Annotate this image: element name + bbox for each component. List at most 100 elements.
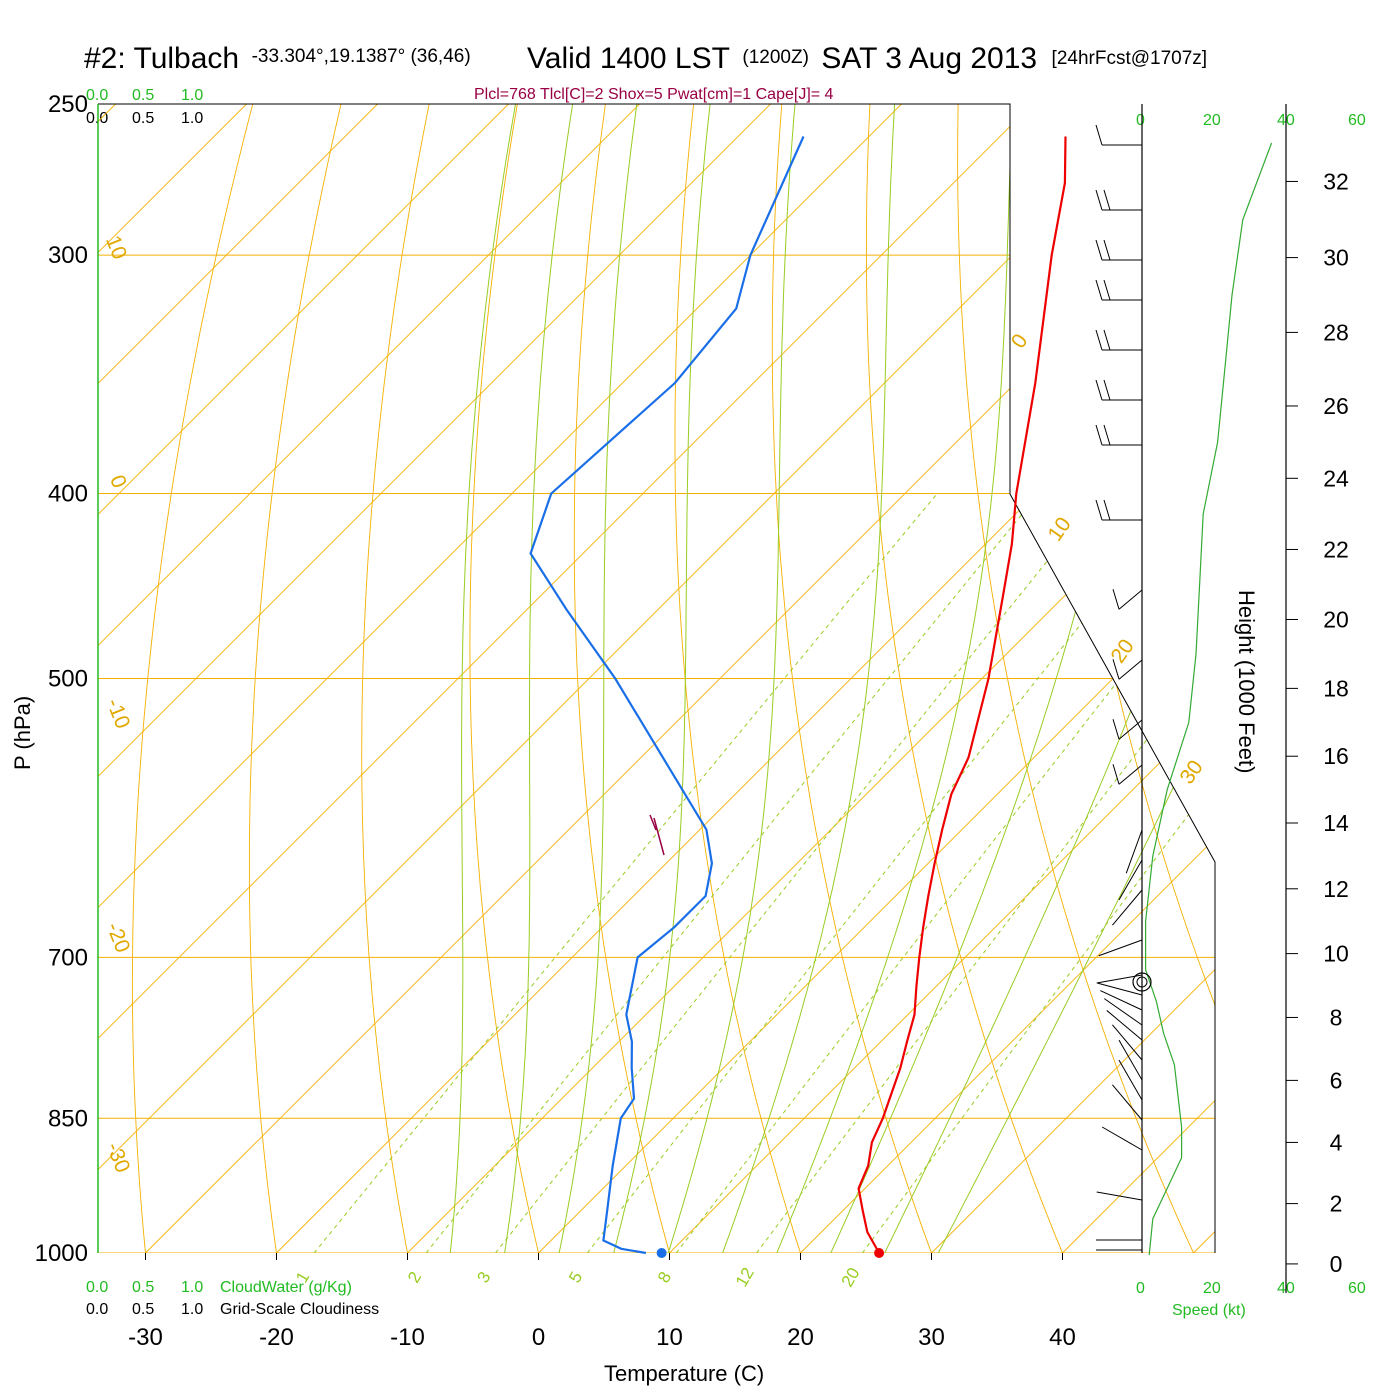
moist-adiabat (445, 104, 516, 1253)
diagram-grid (97, 103, 1287, 1293)
wind-barb (1118, 859, 1143, 901)
pressure-tick-label: 700 (48, 944, 88, 971)
moist-adiabat (759, 104, 1013, 1253)
mixing-ratio-line (425, 493, 1040, 1253)
wind-barb (1112, 589, 1143, 610)
height-tick-label: 12 (1323, 876, 1349, 902)
mixing-ratio-label: 3 (473, 1268, 494, 1286)
temperature-tick-label: 0 (532, 1324, 545, 1351)
height-tick-label: 2 (1330, 1191, 1343, 1217)
temperature-tick-label: 40 (1049, 1324, 1076, 1351)
wind-barb (1097, 982, 1143, 996)
height-tick-label: 6 (1330, 1067, 1343, 1093)
wind-barb (1095, 189, 1142, 211)
temperature-tick-label: -20 (259, 1324, 294, 1351)
height-tick-label: 30 (1323, 245, 1349, 271)
temperature-tick-label: 20 (787, 1324, 814, 1351)
height-tick-label: 28 (1323, 319, 1349, 345)
wind-barb (1095, 329, 1142, 351)
wind-barb (1095, 239, 1142, 261)
speed-axis-label: Speed (kt) (1172, 1302, 1246, 1319)
height-tick-label: 26 (1323, 393, 1349, 419)
dry-adiabat (573, 104, 682, 1253)
isotherm (98, 104, 509, 1253)
height-tick-label: 18 (1323, 675, 1349, 701)
moist-adiabat (916, 104, 1215, 1253)
valid-time: Valid 1400 LST (527, 42, 730, 75)
dry-adiabat (865, 104, 1081, 1253)
cloud-scale-bottom: 0.0 0.5 1.0 CloudWater (g/Kg) 0.0 0.5 1.… (86, 1279, 379, 1318)
speed-top-0: 0 (1136, 112, 1145, 129)
y-axis-label: P (hPa) (10, 696, 35, 770)
mixing-ratio-label: 8 (654, 1268, 675, 1286)
mixing-ratio-line (495, 493, 1103, 1253)
cloud-scale-bottom-black-0: 0.0 (86, 1301, 108, 1318)
moist-adiabat (812, 104, 1150, 1253)
pressure-tick-label: 850 (48, 1105, 88, 1132)
wind-barb (1095, 499, 1142, 521)
x-axis-label: Temperature (C) (604, 1361, 764, 1386)
height-tick-label: 22 (1323, 536, 1349, 562)
wind-barb (1112, 659, 1143, 680)
wind-barb (1095, 379, 1142, 401)
wind-barbs (1095, 104, 1273, 1255)
height-tick-label: 4 (1330, 1129, 1343, 1155)
temperature-profile (857, 136, 1067, 1254)
pressure-tick-label: 1000 (35, 1240, 88, 1267)
plot-frame (98, 103, 1216, 1253)
mixing-ratio-label: 5 (565, 1268, 586, 1286)
station-title: #2: Tulbach -33.304°,19.1387° (36,46) (84, 42, 471, 75)
cloud-scale-bottom-black-2: 1.0 (181, 1301, 203, 1318)
grid-lines (98, 104, 1215, 1253)
calm-wind-inner-circle (1136, 976, 1148, 988)
height-tick-label: 14 (1323, 810, 1349, 836)
wind-barb (1095, 424, 1142, 446)
stability-indices: Plcl=768 Tlcl[C]=2 Shox=5 Pwat[cm]=1 Cap… (474, 86, 834, 103)
wind-barb-group (1095, 124, 1143, 1251)
temperature-tick-label: -10 (390, 1324, 425, 1351)
mixing-ratio-line (586, 493, 1186, 1253)
isotherm-label: 0 (1007, 330, 1033, 353)
dry-adiabat (469, 104, 549, 1253)
wind-barb (1106, 1010, 1143, 1041)
height-tick-label: 20 (1323, 606, 1349, 632)
isotherm-label: 20 (1107, 635, 1139, 667)
pressure-tick-label: 400 (48, 481, 88, 508)
temperature-tick-label: -30 (128, 1324, 163, 1351)
isotherm (98, 104, 640, 1253)
wind-barb (1098, 939, 1143, 957)
height-tick-label: 16 (1323, 743, 1349, 769)
speed-bottom-20: 20 (1203, 1280, 1221, 1297)
height-tick-label: 10 (1323, 941, 1349, 967)
wind-barb (1112, 889, 1143, 926)
isotherm-label: -10 (102, 695, 135, 732)
speed-scale-bottom: 0 20 40 60 Speed (kt) (1136, 1280, 1366, 1319)
cloudwater-label: CloudWater (g/Kg) (220, 1279, 352, 1296)
cloud-scale-bottom-black-1: 0.5 (132, 1301, 154, 1318)
isotherm-label: -30 (102, 1139, 135, 1176)
speed-bottom-0: 0 (1136, 1280, 1145, 1297)
cloud-scale-top-black-0: 0.0 (86, 110, 108, 127)
surface-dewpoint-point (656, 1248, 667, 1258)
speed-scale-top: 0 20 40 60 (1136, 112, 1366, 129)
valid-date: SAT 3 Aug 2013 (821, 42, 1037, 75)
forecast-info: [24hrFcst@1707z] (1052, 48, 1208, 69)
cloud-scale-top-black-2: 1.0 (181, 110, 203, 127)
pressure-tick-label: 300 (48, 242, 88, 269)
wind-barb (1118, 1039, 1143, 1081)
station-name: #2: Tulbach (84, 42, 239, 75)
wind-barb (1101, 1126, 1143, 1151)
wind-barb (1112, 764, 1143, 785)
isotherm (931, 104, 1215, 1253)
temperature-tick-label: 30 (918, 1324, 945, 1351)
moist-adiabat (654, 104, 796, 1253)
dry-adiabat (957, 104, 1213, 1253)
temperature-tick-label: 10 (656, 1324, 683, 1351)
dry-adiabat (248, 104, 350, 1253)
isotherm (98, 104, 378, 1253)
dewpoint-profile (529, 136, 805, 1255)
mixing-ratio-label: 12 (732, 1264, 758, 1290)
wind-barb (1112, 1024, 1143, 1061)
cloud-scale-top-black-1: 0.5 (132, 110, 154, 127)
